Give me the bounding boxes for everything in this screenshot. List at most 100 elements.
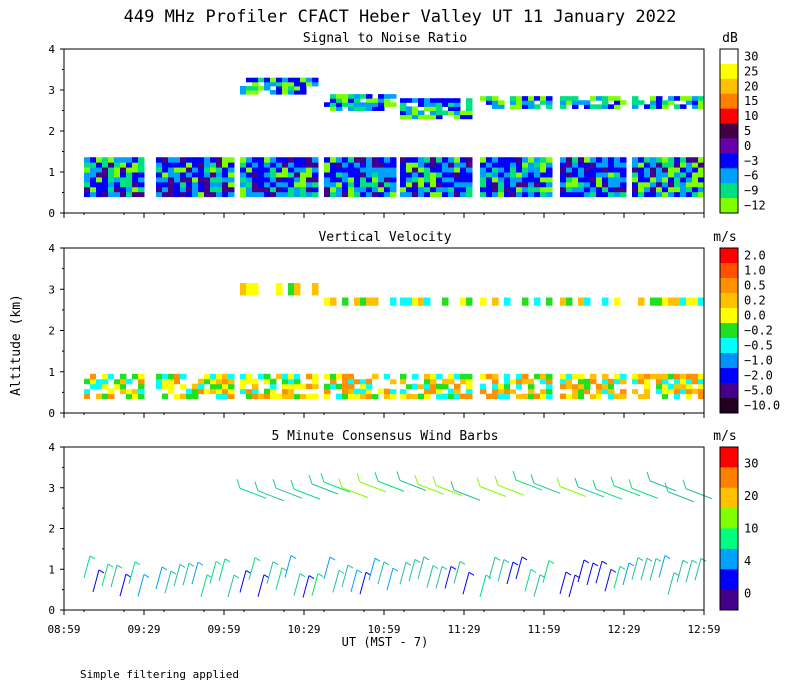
snr-cell (312, 181, 319, 188)
snr-cell (366, 172, 373, 178)
snr-cell (400, 102, 407, 107)
vv-cell (132, 373, 139, 380)
snr-cell (504, 157, 511, 163)
snr-cell (198, 167, 205, 173)
snr-cell (342, 157, 349, 163)
snr-cell (650, 167, 657, 173)
snr-cell (246, 77, 253, 83)
wind-barb-flag (574, 477, 579, 488)
snr-cell (534, 96, 541, 101)
vv-cell (168, 383, 175, 390)
snr-cell (348, 191, 355, 198)
colorbar-label: −0.5 (744, 339, 773, 353)
vv-cell (572, 383, 579, 390)
snr-cell (578, 172, 585, 178)
snr-cell (400, 110, 407, 116)
vv-cell (454, 373, 461, 380)
snr-cell (186, 186, 193, 193)
snr-cell (504, 186, 511, 193)
snr-cell (492, 100, 499, 105)
snr-cell (424, 186, 431, 193)
snr-cell (534, 181, 541, 188)
snr-cell (662, 176, 669, 183)
snr-cell (516, 176, 523, 183)
wb-colorbar-unit: m/s (713, 429, 736, 444)
vv-cell (572, 378, 579, 385)
vv-cell (246, 393, 253, 400)
snr-cell (342, 98, 349, 103)
wind-barb-flag (254, 557, 261, 562)
snr-cell (560, 186, 567, 193)
snr-cell (378, 167, 385, 173)
snr-cell (330, 157, 337, 163)
snr-cell (174, 191, 181, 198)
wind-barb (341, 487, 369, 499)
snr-cell (620, 191, 627, 198)
snr-cell (384, 191, 391, 198)
vv-cell (412, 297, 419, 306)
snr-cell (566, 162, 573, 168)
vv-cell (534, 373, 541, 380)
y-tick-label: 3 (48, 84, 55, 97)
snr-cell (466, 157, 473, 163)
snr-panel-title: Signal to Noise Ratio (303, 31, 467, 46)
vv-cell (330, 373, 337, 380)
snr-cell (418, 98, 425, 103)
snr-cell (114, 172, 121, 178)
snr-cell (138, 162, 145, 168)
snr-cell (102, 162, 109, 168)
vv-cell (540, 383, 547, 390)
vv-cell (546, 393, 553, 400)
snr-cell (120, 191, 127, 198)
snr-cell (430, 157, 437, 163)
snr-cell (306, 81, 313, 87)
snr-cell (540, 100, 547, 105)
wind-barb (613, 485, 641, 497)
colorbar-swatch (720, 548, 738, 570)
vv-cell (120, 378, 127, 385)
snr-cell (534, 104, 541, 109)
wind-barb (227, 574, 235, 598)
vv-cell (504, 378, 511, 385)
snr-cell (412, 114, 419, 120)
snr-cell (590, 186, 597, 193)
wind-barb (311, 483, 339, 495)
snr-cell (240, 191, 247, 198)
snr-cell (354, 167, 361, 173)
snr-cell (510, 191, 517, 198)
snr-cell (442, 172, 449, 178)
snr-cell (590, 181, 597, 188)
vv-cell (566, 388, 573, 395)
snr-cell (692, 191, 699, 198)
colorbar-label: 15 (744, 94, 758, 108)
snr-cell (354, 186, 361, 193)
snr-cell (186, 162, 193, 168)
snr-cell (246, 167, 253, 173)
vv-cell (510, 383, 517, 390)
snr-cell (336, 167, 343, 173)
vv-cell (442, 297, 449, 306)
wind-barb (275, 567, 283, 590)
snr-cell (656, 172, 663, 178)
colorbar-swatch (720, 353, 738, 369)
snr-cell (620, 172, 627, 178)
vv-cell (614, 297, 621, 306)
snr-cell (360, 181, 367, 188)
snr-cell (366, 94, 373, 99)
snr-cell (614, 100, 621, 105)
snr-cell (566, 176, 573, 183)
wind-barb (667, 572, 675, 595)
snr-cell (366, 191, 373, 198)
wind-barb (218, 558, 226, 581)
snr-cell (596, 157, 603, 163)
wind-barb (359, 481, 387, 493)
wind-barb-flag (89, 555, 96, 560)
snr-cell (300, 90, 307, 95)
snr-cell (342, 172, 349, 178)
snr-cell (560, 176, 567, 183)
snr-cell (126, 162, 133, 168)
snr-cell (528, 186, 535, 193)
vv-cell (566, 378, 573, 385)
colorbar-swatch (720, 49, 738, 65)
vv-cell (294, 378, 301, 385)
